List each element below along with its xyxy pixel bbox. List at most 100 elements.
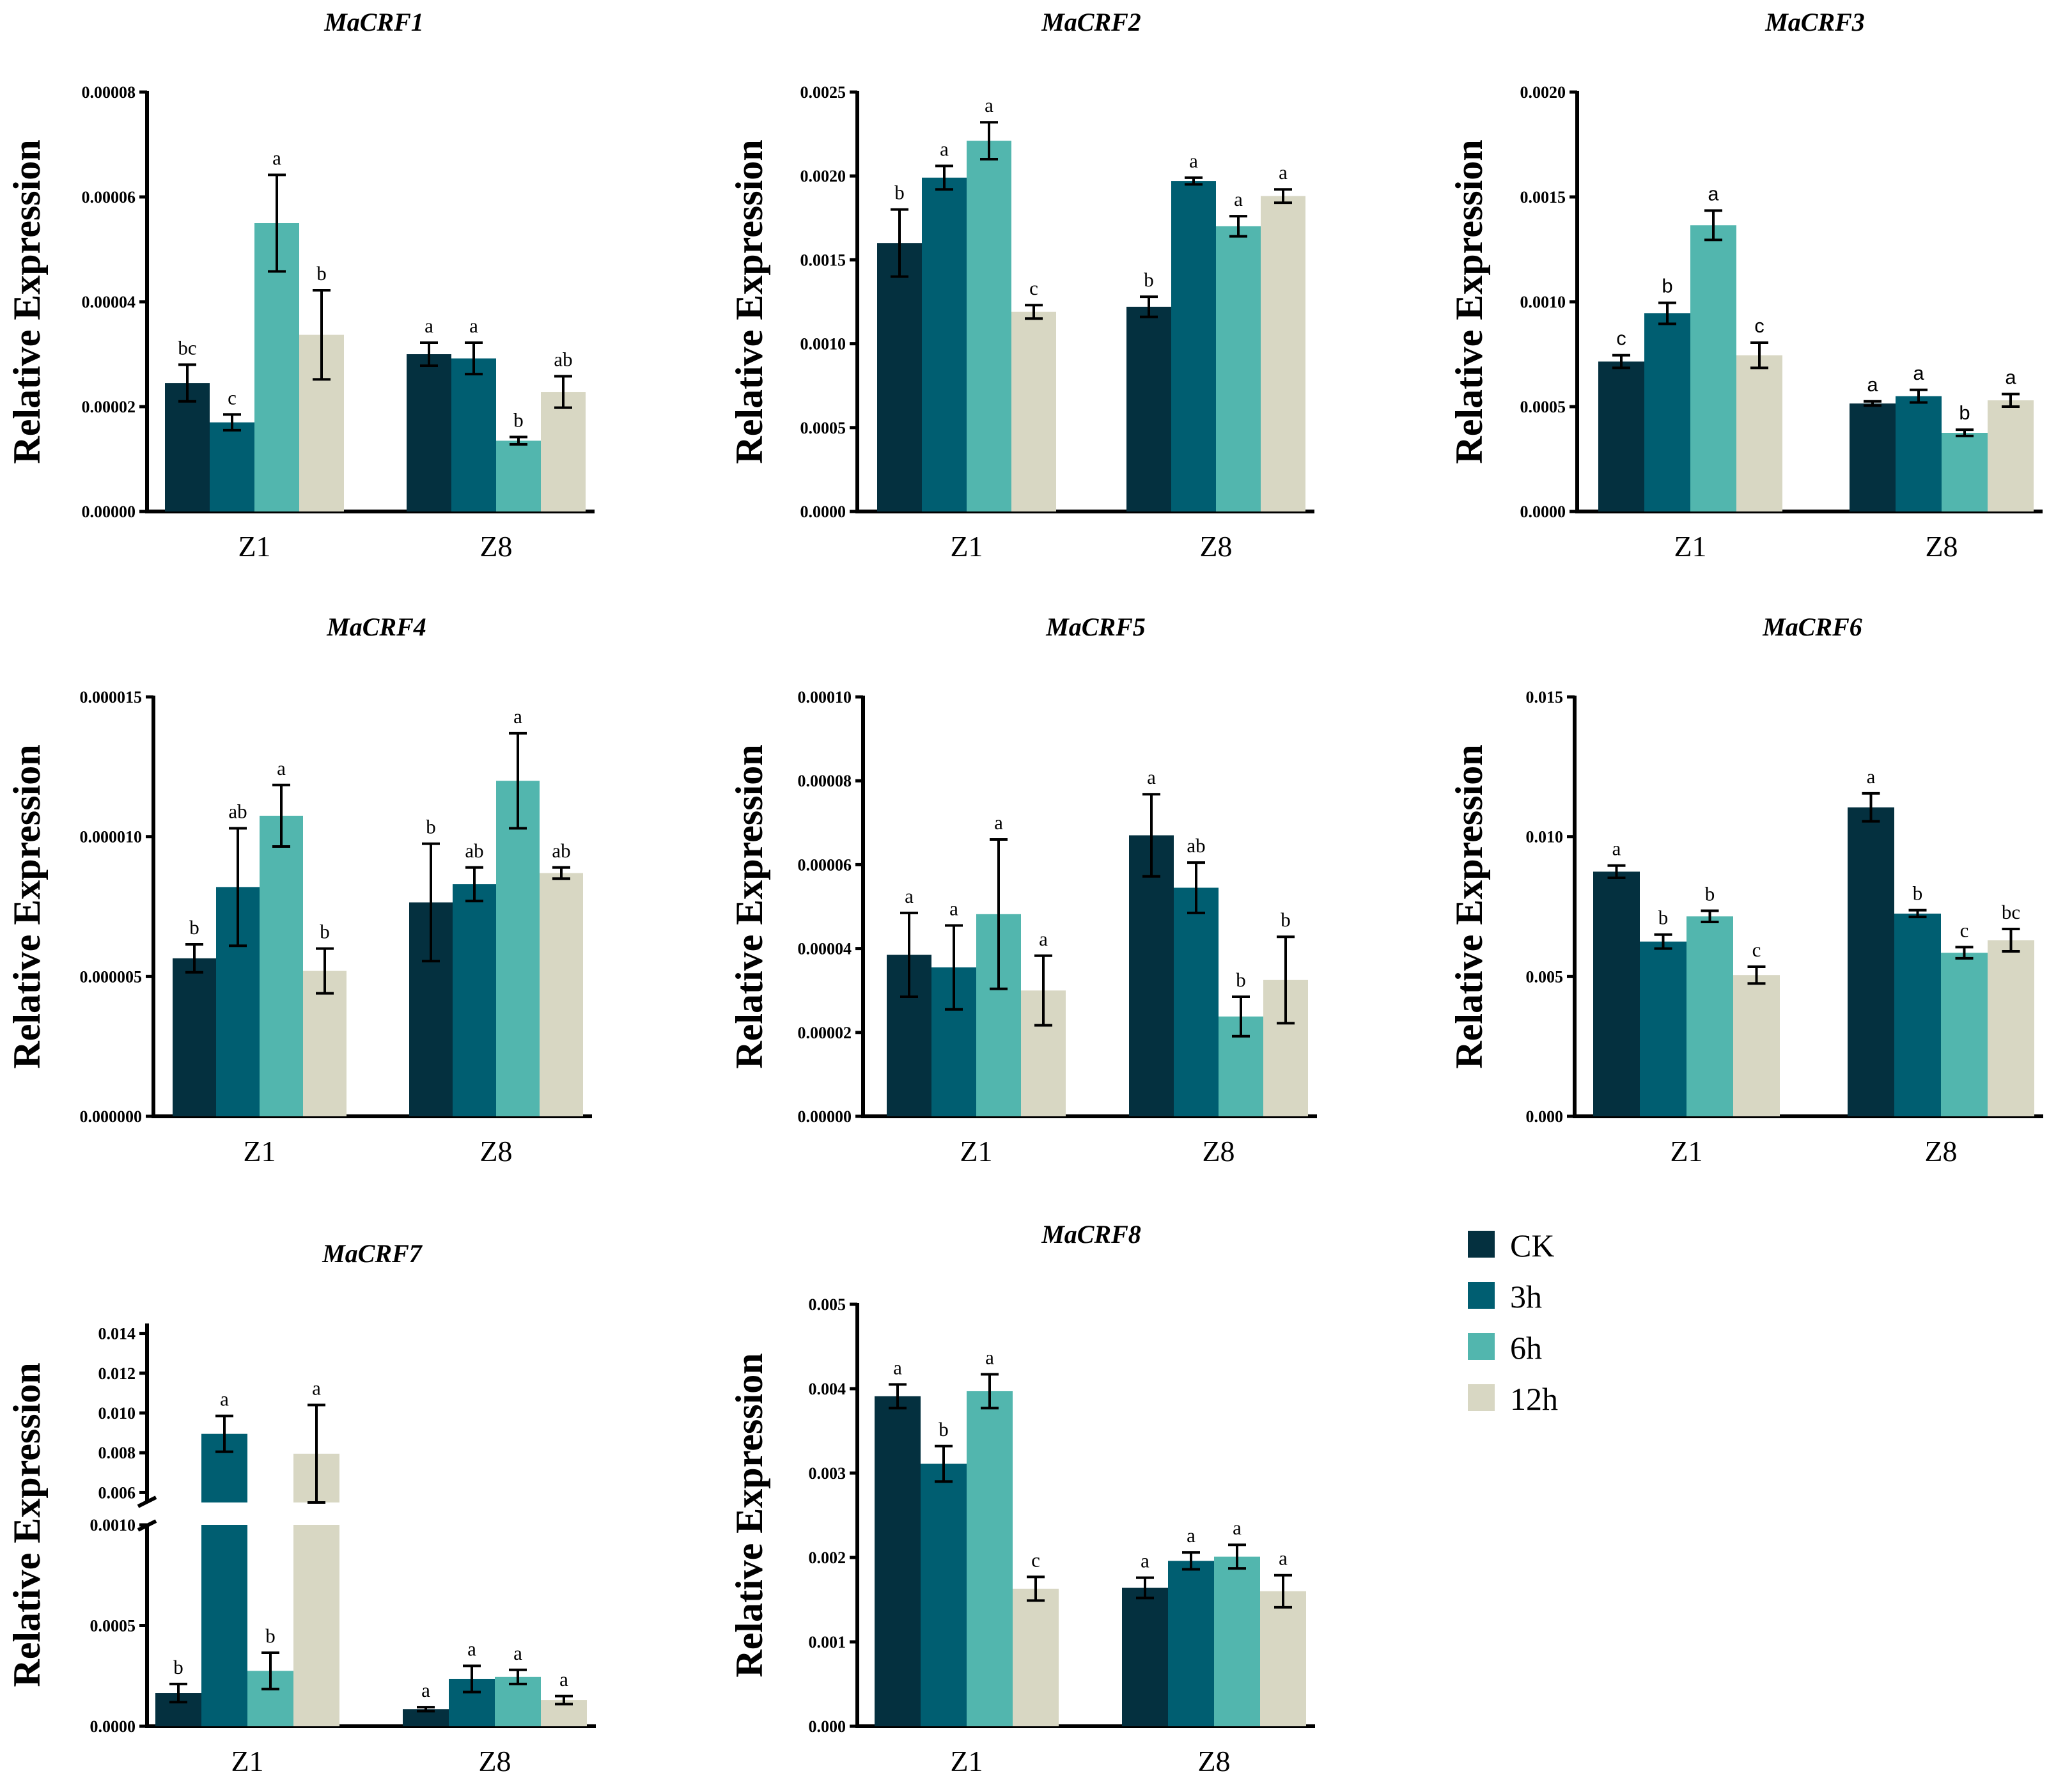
panel-7-x-tick-label: Z8 <box>1197 1745 1230 1777</box>
panel-0-bar-6h-Z8 <box>496 441 541 511</box>
panel-0-y-tick-label: 0.00008 <box>82 83 136 102</box>
legend-swatch-CK <box>1468 1231 1495 1258</box>
panel-7-bar-3h-Z1 <box>921 1463 967 1726</box>
panel-2-sig-letter: b <box>1959 402 1970 424</box>
panel-1-y-tick-label: 0.0005 <box>800 419 846 437</box>
panel-7-bar-CK-Z8 <box>1122 1588 1168 1726</box>
legend-label-6h: 6h <box>1510 1330 1542 1366</box>
panel-2-sig-letter: a <box>1708 182 1719 205</box>
panel-2-bar-3h-Z8 <box>1896 396 1942 511</box>
panel-5-bar-12h-Z1 <box>1733 975 1780 1116</box>
panel-0-sig-letter: a <box>469 315 478 337</box>
panel-5-y-tick-label: 0.010 <box>1526 828 1564 847</box>
panel-4-sig-letter: a <box>905 885 914 907</box>
legend-swatch-6h <box>1468 1333 1495 1360</box>
panel-5-sig-letter: c <box>1752 939 1761 961</box>
panel-5-sig-letter: b <box>1705 883 1715 905</box>
panel-2-sig-letter: c <box>1754 315 1764 337</box>
panel-0-x-tick-label: Z8 <box>479 530 512 563</box>
panel-4-y-tick-label: 0.00000 <box>798 1107 852 1126</box>
panel-3-bar-6h-Z1 <box>260 815 303 1116</box>
legend-swatch-12h <box>1468 1384 1495 1411</box>
panel-5-bar-6h-Z1 <box>1686 916 1733 1116</box>
panel-6-sig-letter: b <box>173 1656 183 1678</box>
panel-5-bar-6h-Z8 <box>1941 953 1988 1116</box>
panel-2-bar-6h-Z1 <box>1690 225 1736 511</box>
panel-6-y-tick-label: 0.0000 <box>90 1717 136 1736</box>
panel-1-sig-letter: b <box>894 182 905 204</box>
panel-0-sig-letter: b <box>513 409 524 432</box>
panel-2-bar-12h-Z1 <box>1736 355 1782 511</box>
panel-3-bar-12h-Z8 <box>540 873 583 1116</box>
panel-5-title: MaCRF6 <box>1762 613 1862 641</box>
panel-6-sig-letter: a <box>421 1679 430 1701</box>
panel-5-x-tick-label: Z1 <box>1670 1135 1702 1167</box>
panel-6-sig-letter: a <box>467 1638 476 1660</box>
panel-2-bar-12h-Z8 <box>1988 400 2034 511</box>
panel-0-title: MaCRF1 <box>323 8 424 36</box>
panel-0-sig-letter: c <box>228 386 237 409</box>
panel-6-bar-3h-Z1-lower <box>201 1525 247 1726</box>
panel-0-sig-letter: ab <box>554 348 572 370</box>
panel-4-x-tick-label: Z8 <box>1202 1135 1235 1167</box>
legend-label-12h: 12h <box>1510 1381 1558 1417</box>
panel-1-sig-letter: c <box>1029 277 1038 299</box>
panel-1-bar-3h-Z8 <box>1171 181 1216 511</box>
panel-2-title: MaCRF3 <box>1764 8 1865 36</box>
panel-3-bar-6h-Z8 <box>496 781 540 1116</box>
panel-7-bar-6h-Z1 <box>967 1391 1013 1726</box>
panel-2-x-tick-label: Z1 <box>1674 530 1706 563</box>
panel-0-bar-3h-Z8 <box>451 358 496 511</box>
panel-2-y-tick-label: 0.0010 <box>1520 293 1566 311</box>
panel-4-y-tick-label: 0.00006 <box>798 855 852 874</box>
panel-4-y-tick-label: 0.00004 <box>798 940 852 958</box>
panel-2-sig-letter: a <box>1867 373 1878 396</box>
panel-4-sig-letter: a <box>949 898 958 920</box>
panel-3-ylabel: Relative Expression <box>6 744 48 1068</box>
panel-7-sig-letter: a <box>1187 1524 1196 1547</box>
panel-1-bar-12h-Z1 <box>1011 311 1056 511</box>
panel-1-ylabel: Relative Expression <box>728 139 770 464</box>
panel-4-ylabel: Relative Expression <box>728 744 770 1068</box>
panel-7-title: MaCRF8 <box>1041 1220 1141 1249</box>
panel-0-y-tick-label: 0.00006 <box>82 188 136 207</box>
panel-6-sig-letter: a <box>312 1377 321 1400</box>
panel-5-sig-letter: b <box>1658 907 1669 929</box>
panel-1-y-tick-label: 0.0000 <box>800 503 846 521</box>
panel-1-y-tick-label: 0.0015 <box>800 251 846 269</box>
panel-3-bar-3h-Z8 <box>453 884 496 1116</box>
panel-4-sig-letter: a <box>1039 928 1048 950</box>
panel-4-title: MaCRF5 <box>1045 613 1146 641</box>
panel-3-sig-letter: ab <box>228 800 247 823</box>
panel-7-y-tick-label: 0.002 <box>809 1549 846 1567</box>
panel-7-ylabel: Relative Expression <box>728 1353 770 1677</box>
panel-2-y-tick-label: 0.0005 <box>1520 398 1566 416</box>
panel-4-bar-CK-Z8 <box>1129 835 1174 1116</box>
panel-0-bar-CK-Z8 <box>407 354 451 511</box>
panel-3-bar-CK-Z1 <box>173 958 216 1116</box>
panel-6-sig-letter: a <box>513 1642 522 1664</box>
panel-5-ylabel: Relative Expression <box>1448 744 1490 1068</box>
panel-4-sig-letter: a <box>994 811 1003 834</box>
panel-6-x-tick-label: Z8 <box>478 1745 511 1777</box>
panel-3-bar-12h-Z1 <box>303 971 347 1116</box>
panel-5-sig-letter: a <box>1612 838 1621 860</box>
panel-4-sig-letter: ab <box>1187 834 1205 857</box>
panel-3-sig-letter: b <box>426 816 436 838</box>
panel-7-bar-6h-Z8 <box>1214 1556 1260 1726</box>
panel-2-sig-letter: a <box>2005 366 2016 388</box>
panel-5-sig-letter: c <box>1960 919 1969 941</box>
panel-6-axis-break-mark <box>137 1495 157 1508</box>
panel-6-y-tick-label: 0.014 <box>98 1325 136 1343</box>
panel-3-x-tick-label: Z1 <box>243 1135 276 1167</box>
panel-6-y-tick-label: 0.0010 <box>90 1516 136 1534</box>
panel-1-sig-letter: a <box>1279 161 1288 183</box>
panel-5-x-tick-label: Z8 <box>1924 1135 1957 1167</box>
panel-6-y-tick-label: 0.008 <box>98 1444 136 1462</box>
panel-6-bar-12h-Z1-lower <box>293 1525 339 1726</box>
panel-4-sig-letter: a <box>1147 766 1156 788</box>
panel-1-bar-CK-Z8 <box>1126 306 1171 511</box>
panel-0-x-tick-label: Z1 <box>238 530 270 563</box>
panel-6-sig-letter: a <box>220 1388 229 1410</box>
panel-2-y-tick-label: 0.0000 <box>1520 503 1566 521</box>
